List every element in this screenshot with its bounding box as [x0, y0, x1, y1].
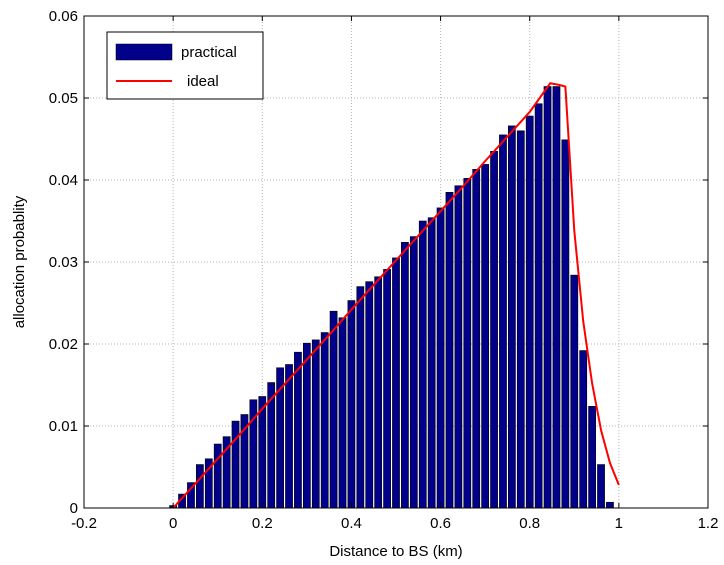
bar	[294, 351, 302, 509]
x-tick-label: 1.2	[698, 515, 719, 532]
bar	[365, 281, 374, 509]
y-tick-label: 0.04	[49, 172, 78, 189]
bar	[445, 192, 454, 509]
x-tick-label: 0.2	[252, 515, 273, 532]
y-axis-label: allocation probablity	[11, 195, 28, 328]
bar	[320, 332, 329, 509]
x-tick-label: 0	[169, 515, 177, 532]
bar	[418, 220, 427, 509]
bar	[356, 286, 365, 509]
bar	[534, 103, 543, 509]
bar	[196, 464, 204, 509]
bar	[302, 342, 311, 509]
bar	[606, 501, 614, 509]
x-tick-label: -0.2	[71, 515, 97, 532]
bar	[427, 217, 436, 509]
bar	[392, 257, 400, 509]
bar	[338, 317, 347, 509]
legend: practical ideal	[106, 31, 264, 100]
bar	[490, 151, 498, 509]
legend-label-ideal: ideal	[187, 73, 219, 90]
x-axis-ticks: -0.2 0 0.2 0.4 0.6 0.8 1 1.2	[71, 16, 718, 532]
bar	[508, 125, 516, 509]
bar	[525, 115, 534, 509]
bar	[231, 420, 240, 509]
bar	[588, 406, 596, 509]
x-axis-label: Distance to BS (km)	[329, 543, 462, 560]
y-tick-label: 0	[70, 500, 78, 517]
bar	[347, 300, 356, 509]
bar	[561, 139, 570, 509]
legend-label-practical: practical	[181, 44, 237, 61]
bar	[516, 130, 525, 509]
y-tick-label: 0.05	[49, 90, 78, 107]
bar	[463, 178, 472, 509]
x-tick-label: 0.4	[341, 515, 362, 532]
bar	[258, 396, 267, 509]
y-tick-label: 0.01	[49, 418, 78, 435]
y-tick-label: 0.02	[49, 336, 78, 353]
y-tick-label: 0.03	[49, 254, 78, 271]
bar	[401, 242, 409, 509]
bar	[472, 169, 481, 509]
x-tick-label: 1	[615, 515, 623, 532]
bar	[329, 310, 338, 509]
x-tick-label: 0.8	[519, 515, 540, 532]
bar	[597, 464, 605, 509]
bar	[436, 207, 445, 509]
bar	[409, 236, 418, 509]
bar	[285, 364, 293, 509]
bar	[213, 443, 222, 509]
legend-box	[106, 31, 264, 100]
bar	[374, 276, 383, 509]
bar	[454, 185, 463, 509]
x-tick-label: 0.6	[430, 515, 451, 532]
bar-series-practical	[169, 86, 614, 509]
bar	[499, 134, 507, 509]
bar	[552, 86, 561, 509]
legend-swatch-practical	[115, 43, 173, 61]
bar	[543, 86, 552, 509]
bar	[570, 274, 579, 509]
y-tick-label: 0.06	[49, 8, 78, 25]
bar	[579, 350, 588, 509]
bar	[311, 339, 320, 509]
bar	[481, 164, 490, 509]
y-axis-ticks: 0 0.01 0.02 0.03 0.04 0.05 0.06	[49, 8, 708, 517]
bar	[383, 269, 391, 509]
line-series-ideal	[172, 82, 620, 509]
